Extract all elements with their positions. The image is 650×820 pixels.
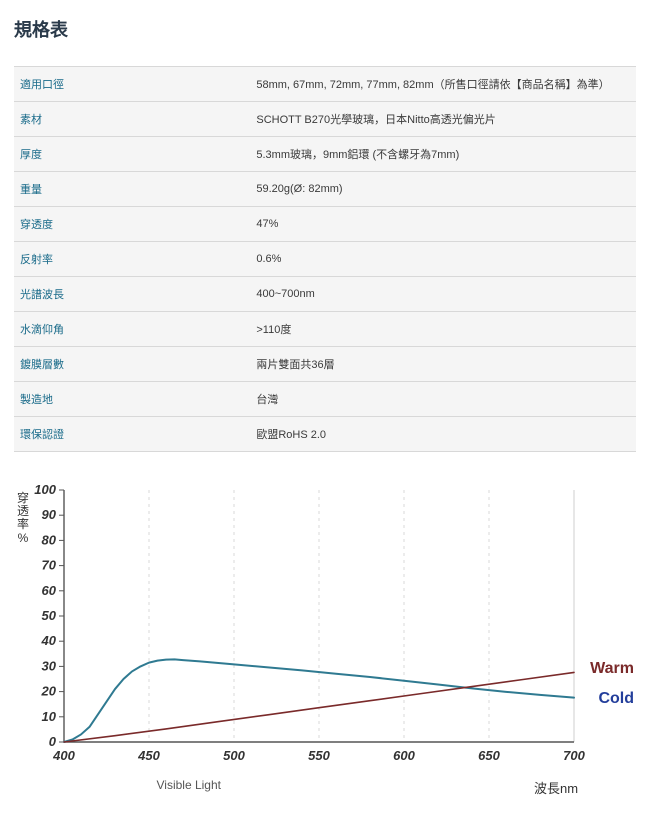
chart-y-axis-label: 穿 透 率 %	[16, 492, 30, 545]
chart-svg: 0 10 20 30 40 50 60 70 80 90 100 400 450 500 550 600 650…	[14, 480, 634, 775]
svg-text:10: 10	[42, 709, 57, 724]
svg-text:0: 0	[49, 734, 57, 749]
chart-x-caption-left: Visible Light	[157, 778, 222, 792]
svg-text:40: 40	[41, 633, 57, 648]
spec-label: 環保認證	[14, 417, 250, 452]
series-label-cold: Cold	[598, 690, 634, 708]
spec-value: 58mm, 67mm, 72mm, 77mm, 82mm（所售口徑請依【商品名稱…	[250, 67, 636, 102]
svg-text:60: 60	[42, 583, 57, 598]
svg-text:450: 450	[137, 748, 160, 763]
transmittance-chart: 穿 透 率 % 0 10 20 30 40 50 60 70 80 90 100 400 450 500 5…	[14, 480, 634, 810]
spec-value: 歐盟RoHS 2.0	[250, 417, 636, 452]
svg-text:650: 650	[478, 748, 500, 763]
spec-value: 5.3mm玻璃，9mm鋁環 (不含螺牙為7mm)	[250, 137, 636, 172]
spec-value: 台灣	[250, 382, 636, 417]
spec-table: 適用口徑58mm, 67mm, 72mm, 77mm, 82mm（所售口徑請依【…	[14, 66, 636, 452]
spec-label: 製造地	[14, 382, 250, 417]
spec-row: 製造地台灣	[14, 382, 636, 417]
spec-value: 0.6%	[250, 242, 636, 277]
spec-label: 厚度	[14, 137, 250, 172]
spec-row: 鍍膜層數兩片雙面共36層	[14, 347, 636, 382]
spec-label: 反射率	[14, 242, 250, 277]
svg-text:80: 80	[42, 532, 57, 547]
spec-row: 素材SCHOTT B270光學玻璃，日本Nitto高透光偏光片	[14, 102, 636, 137]
page-title: 規格表	[14, 16, 636, 42]
spec-label: 適用口徑	[14, 67, 250, 102]
svg-text:600: 600	[393, 748, 415, 763]
svg-text:70: 70	[42, 558, 57, 573]
spec-label: 鍍膜層數	[14, 347, 250, 382]
spec-label: 光譜波長	[14, 277, 250, 312]
spec-row: 適用口徑58mm, 67mm, 72mm, 77mm, 82mm（所售口徑請依【…	[14, 67, 636, 102]
spec-row: 反射率0.6%	[14, 242, 636, 277]
spec-row: 光譜波長400~700nm	[14, 277, 636, 312]
svg-text:100: 100	[34, 482, 56, 497]
spec-row: 環保認證歐盟RoHS 2.0	[14, 417, 636, 452]
spec-row: 穿透度47%	[14, 207, 636, 242]
svg-text:20: 20	[41, 684, 57, 699]
spec-value: 兩片雙面共36層	[250, 347, 636, 382]
svg-text:90: 90	[42, 507, 57, 522]
spec-value: 59.20g(Ø: 82mm)	[250, 172, 636, 207]
svg-text:700: 700	[563, 748, 585, 763]
svg-text:50: 50	[42, 608, 57, 623]
chart-x-caption-right: 波長nm	[534, 778, 578, 797]
spec-row: 重量59.20g(Ø: 82mm)	[14, 172, 636, 207]
spec-label: 穿透度	[14, 207, 250, 242]
spec-label: 重量	[14, 172, 250, 207]
svg-text:500: 500	[223, 748, 245, 763]
spec-row: 水滴仰角>110度	[14, 312, 636, 347]
svg-text:400: 400	[52, 748, 75, 763]
svg-text:550: 550	[308, 748, 330, 763]
spec-label: 素材	[14, 102, 250, 137]
spec-value: 400~700nm	[250, 277, 636, 312]
series-label-warm: Warm	[590, 660, 634, 678]
spec-value: SCHOTT B270光學玻璃，日本Nitto高透光偏光片	[250, 102, 636, 137]
svg-text:30: 30	[42, 658, 57, 673]
spec-row: 厚度5.3mm玻璃，9mm鋁環 (不含螺牙為7mm)	[14, 137, 636, 172]
spec-label: 水滴仰角	[14, 312, 250, 347]
spec-value: 47%	[250, 207, 636, 242]
spec-value: >110度	[250, 312, 636, 347]
